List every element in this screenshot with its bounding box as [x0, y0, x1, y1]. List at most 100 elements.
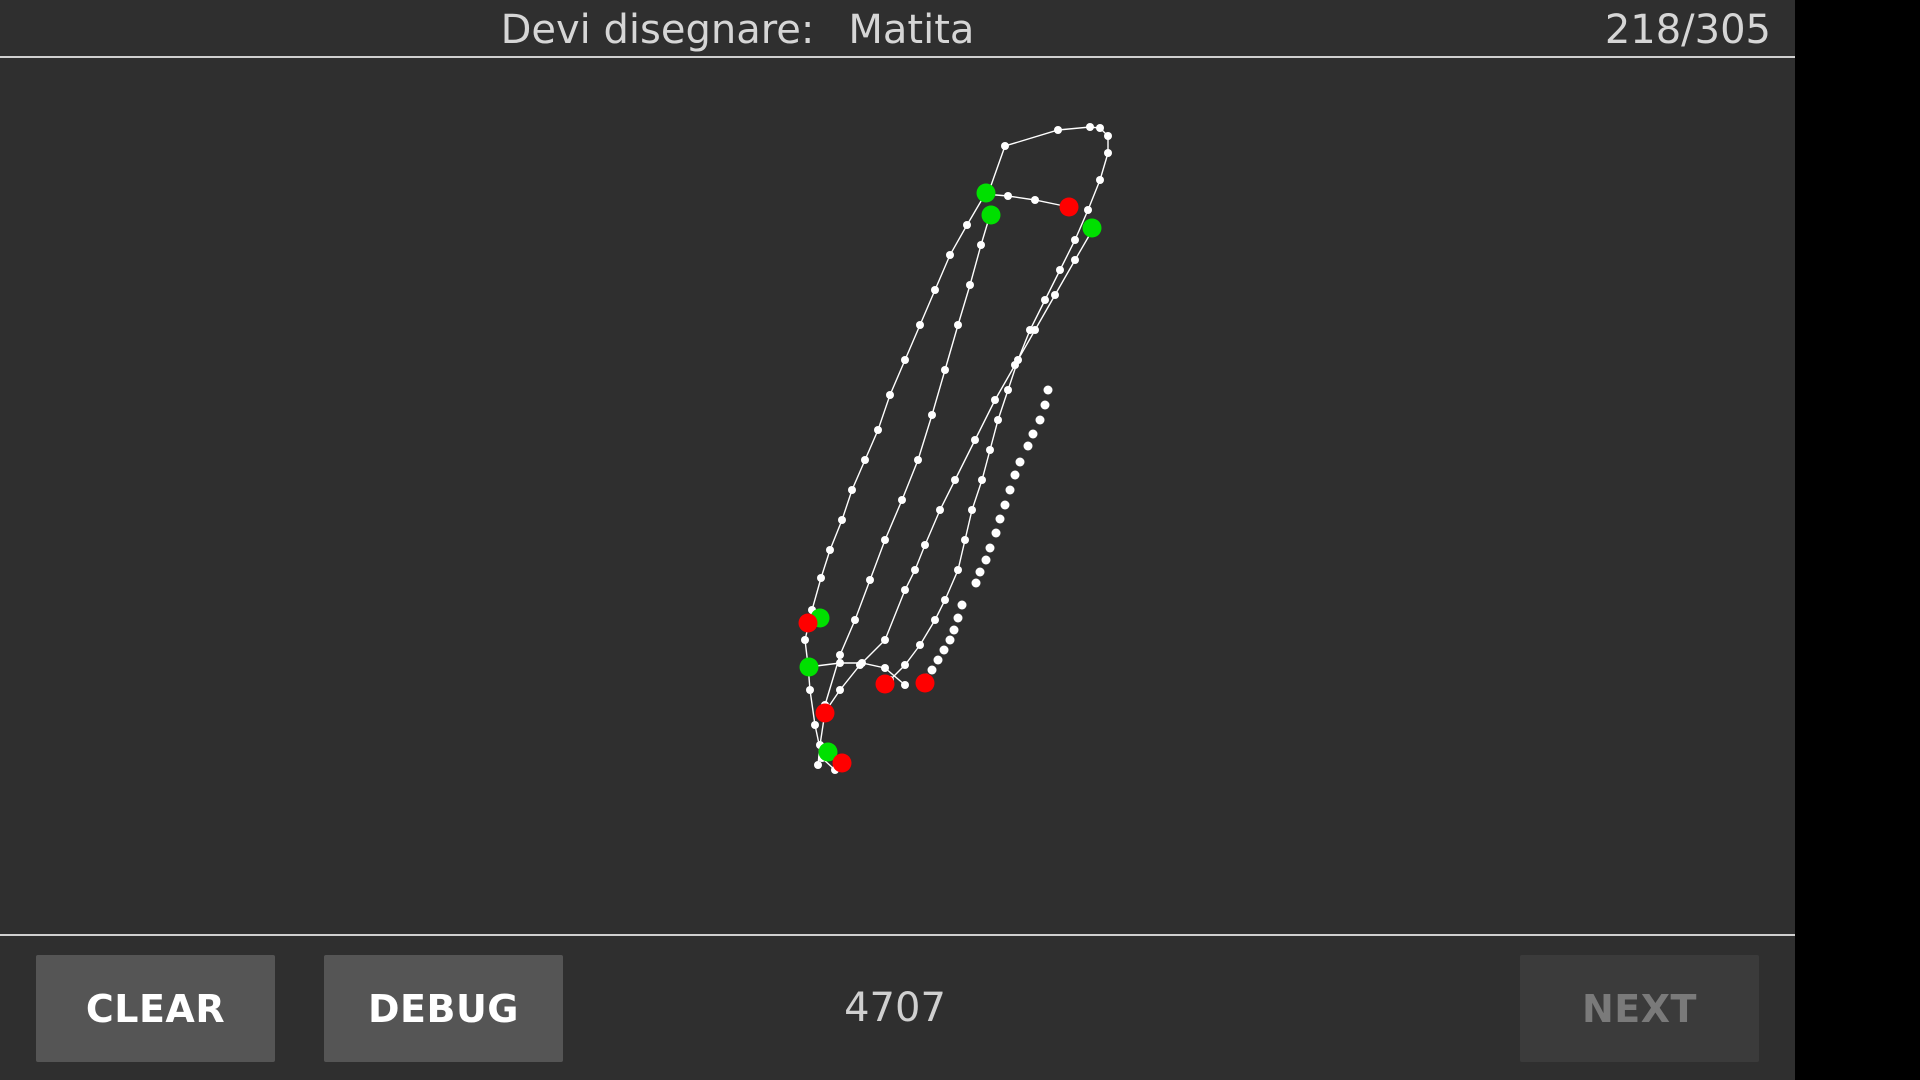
stroke-end-marker [875, 674, 895, 694]
sketch-point [921, 541, 929, 549]
sketch-point [951, 476, 959, 484]
drawing-app: Devi disegnare: Matita 218/305 CLEAR DEBU… [0, 4, 1795, 1062]
stroke-start-marker [799, 657, 819, 677]
sketch-point [826, 546, 834, 554]
next-button[interactable]: NEXT [1520, 955, 1759, 1062]
sketch-point [961, 536, 969, 544]
sketch-point [1023, 441, 1033, 451]
system-nav-bar [1795, 0, 1920, 1080]
sketch-point [971, 436, 979, 444]
sketch-point [848, 486, 856, 494]
sketch-point [817, 574, 825, 582]
stroke-start-marker [818, 742, 838, 762]
sketch-point [927, 665, 937, 675]
sketch-point [978, 476, 986, 484]
sketch-point [1005, 485, 1015, 495]
sketch-point [811, 721, 819, 729]
sketch-point [1040, 400, 1050, 410]
target-word: Matita [848, 7, 975, 53]
sketch-point [995, 514, 1005, 524]
progress-counter: 218/305 [1604, 7, 1771, 53]
sketch-point [1031, 326, 1039, 334]
sketch-point [836, 686, 844, 694]
sketch-point [1051, 291, 1059, 299]
sketch-point [941, 596, 949, 604]
sketch-point [1031, 196, 1039, 204]
sketch-point [954, 566, 962, 574]
sketch-point [954, 321, 962, 329]
header-divider [0, 56, 1795, 58]
stroke-end-marker [1059, 197, 1079, 217]
stroke-start-marker [981, 205, 1001, 225]
sketch-point [957, 600, 967, 610]
sketch-point [838, 516, 846, 524]
sketch-point [931, 286, 939, 294]
prompt-label: Devi disegnare: [500, 7, 815, 53]
sketch-point [945, 635, 955, 645]
sketch-point [814, 761, 822, 769]
prompt-title: Devi disegnare: Matita [0, 4, 1475, 56]
sketch-point [1096, 176, 1104, 184]
sketch-point [936, 506, 944, 514]
sketch-point [851, 616, 859, 624]
sketch-point [1084, 206, 1092, 214]
sketch-point [901, 661, 909, 669]
sketch-point [1104, 149, 1112, 157]
sketch-point [931, 616, 939, 624]
sketch-point [1028, 429, 1038, 439]
sketch-stroke [804, 195, 985, 771]
sketch-point [1010, 470, 1020, 480]
sketch-point [986, 446, 994, 454]
stroke-end-marker [815, 703, 835, 723]
sketch-point [836, 659, 844, 667]
sketch-point [977, 241, 985, 249]
sketch-point [1043, 385, 1053, 395]
sketch-point [1000, 500, 1010, 510]
sketch-point [928, 411, 936, 419]
sketch-point [981, 555, 991, 565]
sketch-point [985, 543, 995, 553]
sketch-point [914, 456, 922, 464]
score-value: 4707 [844, 985, 946, 1031]
sketch-point [901, 681, 909, 689]
sketch-point [916, 321, 924, 329]
sketch-point [1004, 192, 1012, 200]
sketch-point [916, 641, 924, 649]
clear-button[interactable]: CLEAR [36, 955, 275, 1062]
sketch-point [911, 566, 919, 574]
sketch-point [975, 567, 985, 577]
sketch-point [1035, 415, 1045, 425]
sketch-point [836, 651, 844, 659]
stroke-start-marker [1082, 218, 1102, 238]
sketch-point [1071, 256, 1079, 264]
sketch-point [858, 659, 866, 667]
sketch-point [1004, 386, 1012, 394]
sketch-point [933, 655, 943, 665]
sketch-point [861, 456, 869, 464]
footer-divider [0, 934, 1795, 936]
sketch-point [1015, 457, 1025, 467]
sketch-point [901, 356, 909, 364]
stroke-end-marker [915, 673, 935, 693]
sketch-point [806, 686, 814, 694]
sketch-point [874, 426, 882, 434]
stroke-end-marker [832, 753, 852, 773]
sketch-point [1086, 123, 1094, 131]
sketch-point [946, 251, 954, 259]
sketch-point [1054, 126, 1062, 134]
sketch-point [901, 586, 909, 594]
drawing-canvas[interactable] [0, 58, 1795, 934]
stroke-end-marker [798, 613, 818, 633]
sketch-stroke [983, 193, 1070, 208]
sketch-point [1001, 142, 1009, 150]
sketch-point [898, 496, 906, 504]
sketch-svg[interactable] [0, 58, 1795, 934]
sketch-point [881, 636, 889, 644]
sketch-point [1104, 132, 1112, 140]
sketch-point [881, 536, 889, 544]
sketch-point [966, 281, 974, 289]
debug-button[interactable]: DEBUG [324, 955, 563, 1062]
sketch-point [886, 391, 894, 399]
sketch-point [953, 613, 963, 623]
sketch-point [971, 578, 981, 588]
